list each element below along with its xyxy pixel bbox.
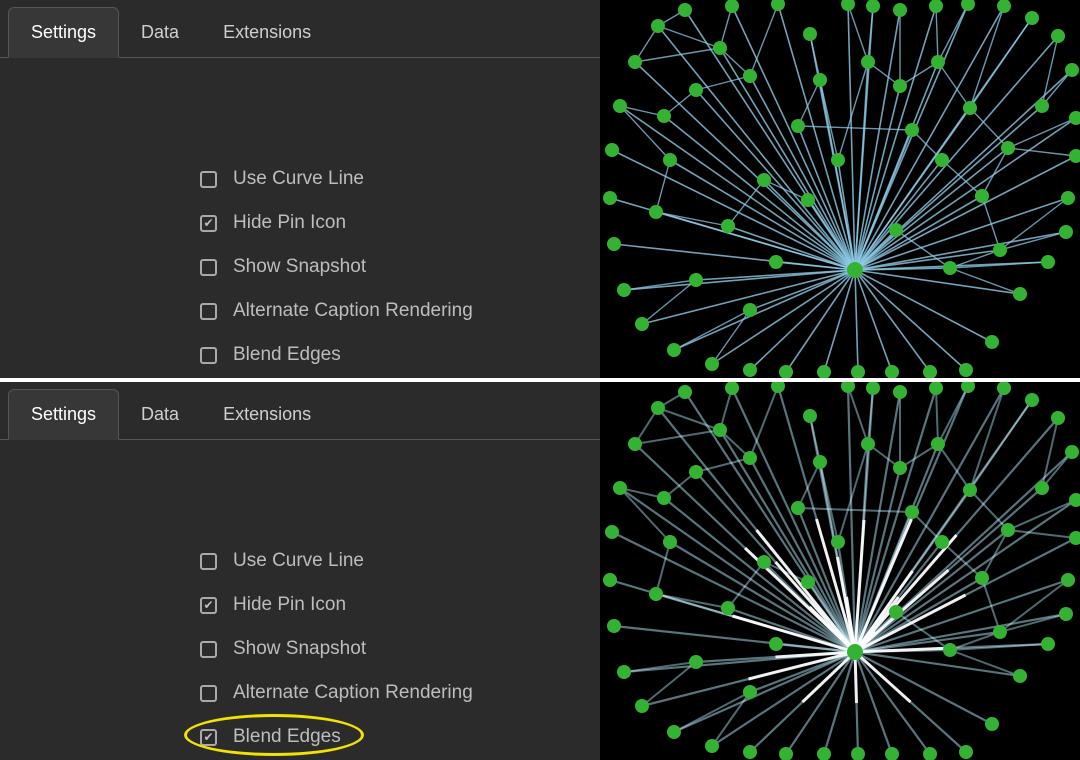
settings-panel-top: SettingsDataExtensions Use Curve Line Hid… [0,0,600,378]
checkbox-icon[interactable] [200,553,217,570]
bottom-option-0[interactable]: Use Curve Line [200,550,600,572]
tab-data[interactable]: Data [119,8,201,57]
option-label: Blend Edges [233,344,341,366]
comparison-top: SettingsDataExtensions Use Curve Line Hid… [0,0,1080,378]
tab-extensions[interactable]: Extensions [201,390,333,439]
bottom-option-4[interactable]: Blend Edges [200,726,600,748]
network-graph-bottom [600,382,1080,760]
option-label: Show Snapshot [233,638,366,660]
checkbox-icon[interactable] [200,729,217,746]
tab-bar: SettingsDataExtensions [0,382,600,440]
checkbox-icon[interactable] [200,641,217,658]
top-option-4[interactable]: Blend Edges [200,344,600,366]
option-label: Show Snapshot [233,256,366,278]
option-label: Blend Edges [233,726,341,748]
tab-settings[interactable]: Settings [8,7,119,58]
option-label: Hide Pin Icon [233,594,346,616]
graph-viewport-bottom [600,382,1080,760]
tab-bar: SettingsDataExtensions [0,0,600,58]
tab-settings[interactable]: Settings [8,389,119,440]
option-label: Use Curve Line [233,550,364,572]
option-label: Alternate Caption Rendering [233,300,473,322]
checkbox-icon[interactable] [200,303,217,320]
option-label: Hide Pin Icon [233,212,346,234]
checkbox-icon[interactable] [200,171,217,188]
settings-panel-bottom: SettingsDataExtensions Use Curve Line Hid… [0,382,600,760]
option-label: Use Curve Line [233,168,364,190]
comparison-bottom: SettingsDataExtensions Use Curve Line Hid… [0,382,1080,760]
checkbox-icon[interactable] [200,259,217,276]
bottom-option-1[interactable]: Hide Pin Icon [200,594,600,616]
checkbox-icon[interactable] [200,347,217,364]
checkbox-icon[interactable] [200,597,217,614]
top-option-0[interactable]: Use Curve Line [200,168,600,190]
graph-viewport-top [600,0,1080,378]
options-list-bottom: Use Curve Line Hide Pin Icon Show Snapshot… [200,550,600,748]
options-list-top: Use Curve Line Hide Pin Icon Show Snapshot… [200,168,600,366]
checkbox-icon[interactable] [200,215,217,232]
top-option-3[interactable]: Alternate Caption Rendering [200,300,600,322]
bottom-option-2[interactable]: Show Snapshot [200,638,600,660]
tab-extensions[interactable]: Extensions [201,8,333,57]
network-graph-top [600,0,1080,378]
tab-data[interactable]: Data [119,390,201,439]
checkbox-icon[interactable] [200,685,217,702]
option-label: Alternate Caption Rendering [233,682,473,704]
top-option-1[interactable]: Hide Pin Icon [200,212,600,234]
bottom-option-3[interactable]: Alternate Caption Rendering [200,682,600,704]
top-option-2[interactable]: Show Snapshot [200,256,600,278]
